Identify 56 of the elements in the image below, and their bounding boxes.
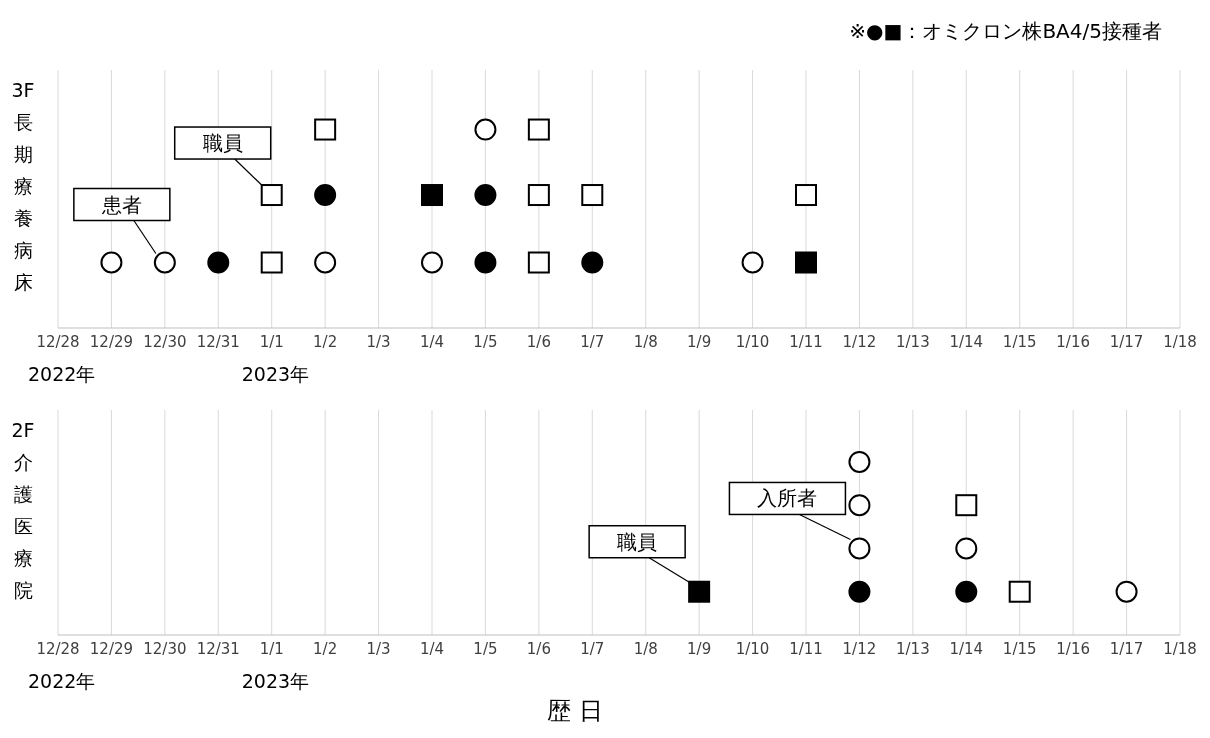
text: 2023年 xyxy=(241,669,310,694)
x-tick-label: 1/5 xyxy=(473,639,498,658)
x-tick-label: 1/15 xyxy=(1002,639,1037,658)
x-tick-label: 1/7 xyxy=(580,332,605,351)
y-axis-title: 3F長期療養病床 xyxy=(10,78,36,295)
x-tick-label: 1/18 xyxy=(1163,332,1197,351)
x-tick-label: 1/9 xyxy=(687,639,712,658)
x-tick-label: 1/13 xyxy=(896,332,930,351)
x-tick-label: 1/7 xyxy=(580,639,605,658)
text: 2022年 xyxy=(28,362,96,387)
x-tick-label: 1/2 xyxy=(313,332,338,351)
x-axis-title: 歴 日 xyxy=(546,696,604,727)
x-tick-label: 12/31 xyxy=(196,332,240,351)
x-tick-label: 12/29 xyxy=(89,332,134,351)
x-tick-label: 1/10 xyxy=(735,639,770,658)
x-tick-label: 1/12 xyxy=(842,332,877,351)
x-tick-label: 1/10 xyxy=(735,332,770,351)
x-tick-label: 1/8 xyxy=(633,332,658,351)
x-tick-label: 12/28 xyxy=(36,332,80,351)
x-tick-label: 12/29 xyxy=(89,639,134,658)
x-tick-label: 1/4 xyxy=(419,332,445,351)
text: ※●■：オミクロン株BA4/5接種者 xyxy=(849,18,1162,45)
x-tick-label: 1/2 xyxy=(313,639,338,658)
x-tick-label: 1/15 xyxy=(1002,332,1037,351)
x-tick-label: 12/30 xyxy=(143,639,187,658)
annotation: 入所者 xyxy=(757,486,818,511)
x-tick-label: 1/17 xyxy=(1109,332,1144,351)
x-tick-label: 1/11 xyxy=(789,332,823,351)
x-tick-label: 1/14 xyxy=(949,332,984,351)
x-tick-label: 1/14 xyxy=(949,639,984,658)
x-tick-label: 1/1 xyxy=(259,332,284,351)
x-tick-label: 1/16 xyxy=(1056,639,1090,658)
x-tick-label: 1/3 xyxy=(366,332,391,351)
x-tick-label: 1/3 xyxy=(366,639,391,658)
annotation: 職員 xyxy=(202,131,243,156)
x-tick-label: 1/17 xyxy=(1109,639,1144,658)
text: 2022年 xyxy=(28,669,96,694)
annotation: 職員 xyxy=(617,529,658,554)
x-tick-label: 1/13 xyxy=(896,639,930,658)
x-tick-label: 1/1 xyxy=(259,639,284,658)
x-tick-label: 1/9 xyxy=(687,332,712,351)
x-tick-label: 1/16 xyxy=(1056,332,1090,351)
x-tick-label: 1/6 xyxy=(526,639,551,658)
x-tick-label: 1/6 xyxy=(526,332,551,351)
x-tick-label: 12/31 xyxy=(196,639,240,658)
x-tick-label: 1/18 xyxy=(1163,639,1197,658)
x-tick-label: 12/28 xyxy=(36,639,80,658)
x-tick-label: 1/8 xyxy=(633,639,658,658)
x-tick-label: 1/11 xyxy=(789,639,823,658)
x-tick-label: 1/4 xyxy=(419,639,445,658)
x-tick-label: 12/30 xyxy=(143,332,187,351)
x-tick-label: 1/5 xyxy=(473,332,498,351)
text: 2023年 xyxy=(241,362,310,387)
annotation: 患者 xyxy=(100,192,142,217)
x-tick-label: 1/12 xyxy=(842,639,877,658)
y-axis-title: 2F介護医療院 xyxy=(10,418,36,603)
